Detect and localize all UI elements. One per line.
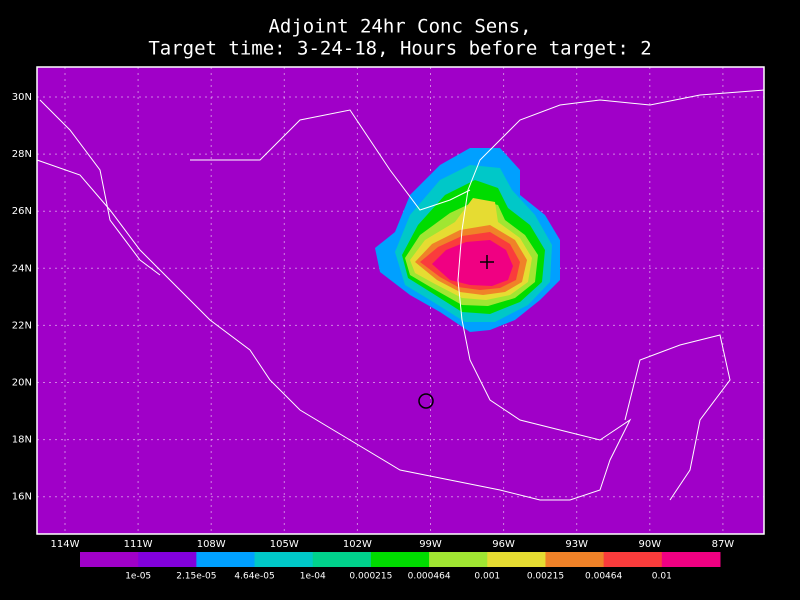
lat-label: 24N: [12, 263, 32, 274]
colorbar-label: 0.00464: [585, 572, 622, 582]
sensitivity-field: [375, 148, 560, 332]
colorbar-segment: [603, 552, 663, 567]
source-marker: [418, 393, 434, 409]
lat-label: 30N: [12, 92, 32, 103]
contour-8: [432, 240, 513, 286]
lat-label: 16N: [12, 492, 32, 503]
colorbar-label: 0.001: [474, 572, 500, 582]
baja-coast: [39, 99, 161, 276]
colorbar-label: 1e-05: [125, 572, 151, 582]
map-frame: [36, 66, 765, 535]
coastlines: [36, 89, 765, 501]
title-line-1: Adjoint 24hr Conc Sens,: [268, 16, 531, 38]
colorbar-segment: [545, 552, 605, 567]
colorbar-segment: [429, 552, 488, 567]
lon-label: 87W: [712, 539, 735, 550]
colorbar-segment: [138, 552, 197, 567]
map-area: [37, 67, 764, 534]
colorbar-segment: [370, 552, 430, 567]
coastline: [36, 89, 765, 501]
target-marker: [480, 255, 494, 269]
lon-label: 93W: [565, 539, 588, 550]
colorbar-label: 1e-04: [300, 572, 326, 582]
colorbar-label: 0.00215: [527, 572, 564, 582]
colorbar-segment: [80, 552, 139, 567]
lon-label: 102W: [343, 539, 372, 550]
lon-label: 96W: [492, 539, 515, 550]
colorbar-segment: [196, 552, 256, 567]
colorbar-label: 0.01: [652, 572, 672, 582]
lon-label: 114W: [51, 539, 80, 550]
lat-label: 28N: [12, 149, 32, 160]
colorbar: 1e-05 2.15e-05 4.64e-05 1e-04 0.000215 0.0004…: [80, 552, 721, 582]
lon-label: 99W: [419, 539, 442, 550]
colorbar-label: 2.15e-05: [176, 572, 216, 582]
yucatan-coast: [624, 334, 731, 501]
lon-label: 108W: [197, 539, 226, 550]
colorbar-label: 4.64e-05: [234, 572, 274, 582]
colorbar-label: 0.000215: [349, 572, 392, 582]
colorbar-label: 0.000464: [408, 572, 451, 582]
title-line-2: Target time: 3-24-18, Hours before targe…: [148, 38, 651, 60]
lon-label: 105W: [270, 539, 299, 550]
colorbar-segment: [254, 552, 314, 567]
lon-label: 111W: [124, 539, 153, 550]
border: [190, 109, 471, 211]
colorbar-segment: [312, 552, 372, 567]
colorbar-segment: [487, 552, 546, 567]
lat-label: 22N: [12, 320, 32, 331]
colorbar-segment: [661, 552, 721, 567]
lat-label: 26N: [12, 206, 32, 217]
lat-label: 18N: [12, 435, 32, 446]
lon-label: 90W: [638, 539, 661, 550]
lat-label: 20N: [12, 378, 32, 389]
